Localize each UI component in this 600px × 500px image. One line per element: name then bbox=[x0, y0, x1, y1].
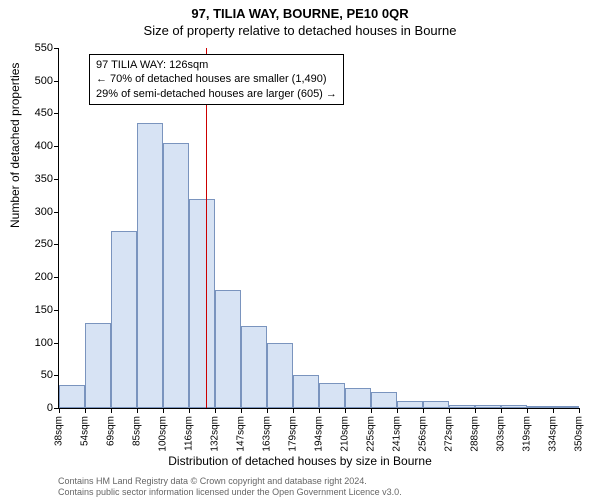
x-tick-label: 334sqm bbox=[548, 416, 559, 452]
x-tick-mark bbox=[553, 408, 554, 413]
x-tick-label: 225sqm bbox=[366, 416, 377, 452]
y-tick-mark bbox=[54, 244, 59, 245]
y-tick-label: 400 bbox=[13, 140, 53, 152]
x-tick-mark bbox=[371, 408, 372, 413]
histogram-bar bbox=[189, 199, 215, 408]
x-tick-mark bbox=[59, 408, 60, 413]
chart-container: 97, TILIA WAY, BOURNE, PE10 0QR Size of … bbox=[0, 0, 600, 500]
x-tick-mark bbox=[293, 408, 294, 413]
x-tick-label: 100sqm bbox=[158, 416, 169, 452]
y-tick-mark bbox=[54, 277, 59, 278]
x-tick-label: 147sqm bbox=[236, 416, 247, 452]
y-tick-mark bbox=[54, 343, 59, 344]
x-tick-mark bbox=[397, 408, 398, 413]
y-tick-mark bbox=[54, 113, 59, 114]
y-tick-mark bbox=[54, 81, 59, 82]
x-tick-label: 272sqm bbox=[444, 416, 455, 452]
y-tick-mark bbox=[54, 310, 59, 311]
x-tick-mark bbox=[85, 408, 86, 413]
x-tick-label: 179sqm bbox=[288, 416, 299, 452]
plot-inner: 05010015020025030035040045050055038sqm54… bbox=[58, 48, 579, 409]
histogram-bar bbox=[371, 392, 397, 408]
annotation-line3: 29% of semi-detached houses are larger (… bbox=[96, 87, 337, 101]
y-tick-label: 500 bbox=[13, 75, 53, 87]
x-tick-mark bbox=[267, 408, 268, 413]
y-tick-label: 100 bbox=[13, 337, 53, 349]
y-tick-label: 350 bbox=[13, 173, 53, 185]
y-tick-label: 0 bbox=[13, 402, 53, 414]
x-tick-label: 319sqm bbox=[522, 416, 533, 452]
histogram-bar bbox=[163, 143, 189, 408]
x-tick-label: 54sqm bbox=[80, 416, 91, 446]
histogram-bar bbox=[241, 326, 267, 408]
x-tick-label: 350sqm bbox=[574, 416, 585, 452]
histogram-bar bbox=[527, 406, 553, 408]
plot-area: 05010015020025030035040045050055038sqm54… bbox=[58, 48, 578, 408]
x-tick-label: 132sqm bbox=[210, 416, 221, 452]
x-tick-label: 210sqm bbox=[340, 416, 351, 452]
y-tick-label: 450 bbox=[13, 107, 53, 119]
x-tick-label: 38sqm bbox=[54, 416, 65, 446]
x-tick-mark bbox=[111, 408, 112, 413]
x-tick-label: 163sqm bbox=[262, 416, 273, 452]
x-tick-label: 288sqm bbox=[470, 416, 481, 452]
x-tick-mark bbox=[319, 408, 320, 413]
footer-line2: Contains public sector information licen… bbox=[58, 487, 402, 498]
annotation-box: 97 TILIA WAY: 126sqm← 70% of detached ho… bbox=[89, 54, 344, 105]
annotation-line2: ← 70% of detached houses are smaller (1,… bbox=[96, 72, 337, 86]
histogram-bar bbox=[423, 401, 449, 408]
y-tick-mark bbox=[54, 179, 59, 180]
footer-attribution: Contains HM Land Registry data © Crown c… bbox=[58, 476, 402, 498]
x-tick-mark bbox=[449, 408, 450, 413]
histogram-bar bbox=[449, 405, 475, 408]
y-tick-label: 200 bbox=[13, 271, 53, 283]
histogram-bar bbox=[59, 385, 85, 408]
x-tick-label: 85sqm bbox=[132, 416, 143, 446]
histogram-bar bbox=[215, 290, 241, 408]
x-axis-label: Distribution of detached houses by size … bbox=[0, 454, 600, 468]
x-tick-mark bbox=[475, 408, 476, 413]
histogram-bar bbox=[293, 375, 319, 408]
x-tick-mark bbox=[137, 408, 138, 413]
x-tick-label: 241sqm bbox=[392, 416, 403, 452]
x-tick-mark bbox=[345, 408, 346, 413]
histogram-bar bbox=[137, 123, 163, 408]
y-tick-label: 150 bbox=[13, 304, 53, 316]
y-tick-label: 300 bbox=[13, 206, 53, 218]
histogram-bar bbox=[475, 405, 501, 408]
y-tick-mark bbox=[54, 146, 59, 147]
chart-title-main: 97, TILIA WAY, BOURNE, PE10 0QR bbox=[0, 0, 600, 21]
x-tick-mark bbox=[241, 408, 242, 413]
x-tick-mark bbox=[579, 408, 580, 413]
x-tick-mark bbox=[215, 408, 216, 413]
y-tick-mark bbox=[54, 375, 59, 376]
x-tick-label: 303sqm bbox=[496, 416, 507, 452]
x-tick-mark bbox=[163, 408, 164, 413]
x-tick-label: 116sqm bbox=[184, 416, 195, 451]
x-tick-mark bbox=[501, 408, 502, 413]
x-tick-label: 69sqm bbox=[106, 416, 117, 446]
histogram-bar bbox=[553, 406, 579, 408]
histogram-bar bbox=[345, 388, 371, 408]
y-tick-mark bbox=[54, 48, 59, 49]
x-tick-mark bbox=[527, 408, 528, 413]
y-tick-label: 550 bbox=[13, 42, 53, 54]
x-tick-label: 194sqm bbox=[314, 416, 325, 452]
y-tick-label: 50 bbox=[13, 369, 53, 381]
y-tick-label: 250 bbox=[13, 238, 53, 250]
histogram-bar bbox=[111, 231, 137, 408]
histogram-bar bbox=[267, 343, 293, 408]
histogram-bar bbox=[501, 405, 527, 408]
x-tick-mark bbox=[423, 408, 424, 413]
x-tick-mark bbox=[189, 408, 190, 413]
histogram-bar bbox=[85, 323, 111, 408]
chart-title-sub: Size of property relative to detached ho… bbox=[0, 21, 600, 38]
histogram-bar bbox=[319, 383, 345, 408]
annotation-line1: 97 TILIA WAY: 126sqm bbox=[96, 58, 337, 72]
histogram-bar bbox=[397, 401, 423, 408]
x-tick-label: 256sqm bbox=[418, 416, 429, 452]
y-tick-mark bbox=[54, 212, 59, 213]
footer-line1: Contains HM Land Registry data © Crown c… bbox=[58, 476, 402, 487]
